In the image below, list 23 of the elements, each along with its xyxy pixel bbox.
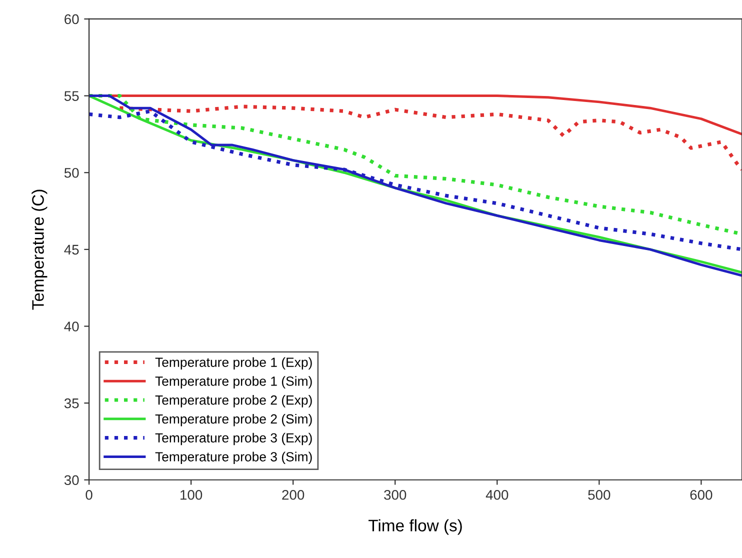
- legend-label: Temperature probe 1 (Sim): [155, 376, 312, 388]
- x-axis-title: Time flow (s): [368, 519, 462, 535]
- y-tick-label: 60: [64, 14, 79, 24]
- y-tick-label: 40: [64, 322, 79, 332]
- x-tick-label: 600: [690, 490, 712, 500]
- x-tick-label: 0: [86, 490, 92, 500]
- y-tick-label: 45: [64, 244, 79, 255]
- legend-label: Temperature probe 2 (Sim): [155, 414, 312, 426]
- x-tick-label: 100: [180, 490, 202, 500]
- line-series: [118, 104, 742, 172]
- y-tick-label: 50: [64, 168, 79, 178]
- legend-label: Temperature probe 3 (Exp): [155, 432, 312, 446]
- x-tick-label: 200: [282, 490, 304, 500]
- legend-label: Temperature probe 3 (Sim): [155, 452, 312, 464]
- y-axis-title: Temperature (C): [32, 190, 48, 310]
- y-tick-label: 55: [64, 91, 79, 101]
- y-tick-label: 35: [64, 398, 79, 408]
- x-tick-label: 500: [588, 490, 610, 500]
- x-tick-label: 400: [486, 490, 508, 500]
- legend-label: Temperature probe 1 (Exp): [155, 357, 312, 370]
- legend-label: Temperature probe 2 (Exp): [155, 395, 312, 408]
- y-tick-label: 30: [64, 475, 79, 486]
- x-tick-label: 300: [384, 490, 406, 500]
